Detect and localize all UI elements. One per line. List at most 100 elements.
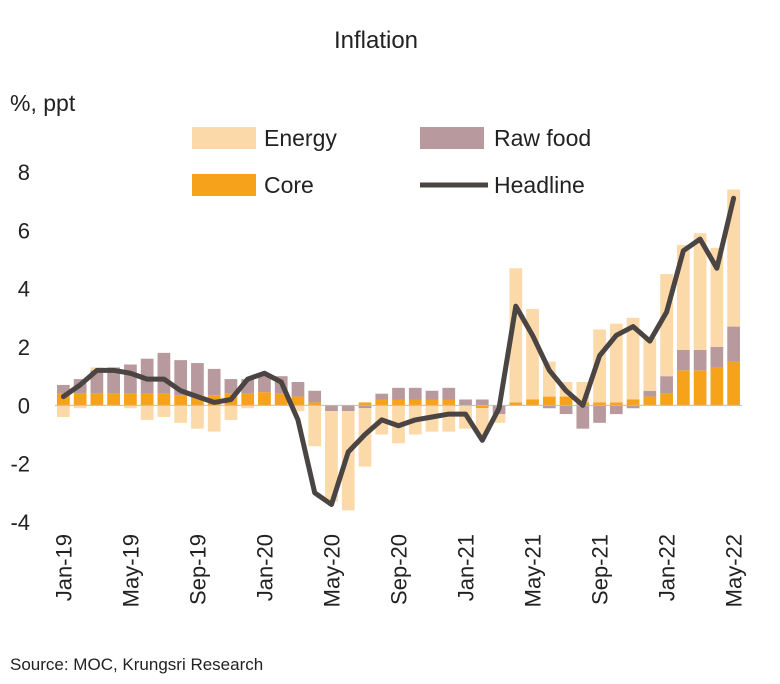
bar-energy-apr-22: [710, 247, 724, 347]
bar-core-mar-22: [693, 370, 707, 406]
bar-raw-food-jul-19: [157, 352, 171, 394]
bar-core-sep-21: [593, 402, 606, 406]
bar-core-aug-20: [375, 399, 389, 406]
bar-raw-food-nov-20: [425, 390, 439, 400]
y-tick-label: 0: [18, 393, 30, 418]
x-tick-label: Sep-21: [588, 534, 613, 605]
bar-energy-nov-19: [224, 405, 238, 420]
bar-core-feb-19: [73, 393, 87, 406]
bar-core-feb-22: [676, 370, 690, 406]
x-axis: Jan-19 May-19 Sep-19 Jan-20 May-20 Sep-20 Jan-…: [51, 534, 746, 607]
bar-core-may-19: [124, 393, 137, 406]
bar-core-dec-19: [241, 393, 255, 406]
legend-label-energy: Energy: [264, 125, 337, 151]
bar-core-jan-19: [57, 393, 70, 406]
bar-energy-dec-21: [643, 338, 657, 391]
bar-energy-jul-19: [157, 405, 171, 417]
bar-core-jul-20: [358, 402, 372, 406]
bar-energy-may-20: [325, 411, 338, 502]
bar-raw-food-feb-22: [676, 349, 690, 371]
bar-core-dec-20: [442, 399, 456, 406]
bar-core-feb-21: [475, 405, 489, 409]
bar-raw-food-jun-21: [542, 405, 556, 409]
bar-core-jan-20: [258, 392, 271, 406]
bar-raw-food-nov-21: [626, 405, 640, 409]
legend-swatch-core: [192, 174, 256, 196]
bar-energy-sep-21: [593, 329, 606, 403]
bar-raw-food-feb-21: [475, 399, 489, 406]
y-axis-unit-label: %, ppt: [10, 90, 76, 116]
bar-energy-apr-21: [509, 268, 523, 403]
bar-core-mar-20: [291, 396, 305, 406]
bar-raw-food-aug-21: [576, 405, 590, 429]
y-tick-label: -2: [10, 452, 30, 477]
y-tick-label: 4: [18, 277, 30, 302]
bar-energy-oct-21: [609, 323, 623, 403]
bars: [57, 189, 740, 511]
bar-raw-food-mar-22: [693, 349, 707, 371]
bar-raw-food-may-19: [124, 364, 137, 394]
bar-raw-food-apr-19: [107, 367, 121, 394]
bar-raw-food-jun-19: [140, 358, 154, 394]
bar-raw-food-may-22: [727, 326, 740, 362]
bar-core-oct-21: [609, 402, 623, 406]
bar-raw-food-mar-20: [291, 382, 305, 397]
y-axis: -4 -2 0 2 4 6 8: [10, 160, 30, 535]
bar-core-jun-21: [542, 396, 556, 406]
chart-title: Inflation: [334, 27, 418, 54]
bar-energy-jun-19: [140, 405, 154, 420]
bar-core-feb-20: [274, 393, 288, 406]
y-tick-label: 2: [18, 335, 30, 360]
bar-core-oct-20: [408, 399, 422, 406]
bar-core-sep-20: [392, 399, 405, 406]
bar-core-jul-21: [559, 396, 573, 406]
x-tick-label: Jan-22: [655, 534, 680, 601]
bar-raw-food-jun-20: [341, 405, 355, 412]
headline-line-layer: [60, 195, 737, 507]
bar-core-may-22: [727, 361, 740, 406]
bar-energy-dec-20: [442, 405, 456, 432]
bar-energy-may-22: [727, 189, 740, 327]
bar-raw-food-oct-21: [609, 405, 623, 415]
bar-core-apr-21: [509, 402, 523, 406]
bar-raw-food-apr-22: [710, 347, 724, 368]
bar-core-sep-19: [191, 395, 204, 406]
bar-raw-food-may-20: [325, 405, 338, 412]
legend-swatch-energy: [192, 127, 256, 149]
bar-energy-feb-21: [475, 408, 489, 435]
bar-raw-food-dec-20: [442, 387, 456, 400]
bar-energy-dec-19: [241, 405, 255, 409]
y-tick-label: -4: [10, 510, 30, 535]
bar-raw-food-nov-19: [224, 379, 238, 394]
bar-raw-food-jan-21: [459, 399, 472, 406]
bar-energy-mar-20: [291, 405, 305, 412]
bar-raw-food-jul-21: [559, 405, 573, 415]
bar-energy-jan-19: [57, 405, 70, 417]
x-tick-label: Jan-20: [252, 534, 277, 601]
bar-energy-aug-19: [174, 405, 188, 423]
bar-core-apr-19: [107, 393, 121, 406]
bar-energy-oct-19: [207, 405, 221, 432]
bar-raw-food-sep-21: [593, 405, 606, 423]
bar-core-dec-21: [643, 396, 657, 406]
bar-raw-food-jan-19: [57, 384, 70, 394]
bar-core-nov-21: [626, 399, 640, 406]
bar-energy-sep-19: [191, 405, 204, 429]
bar-raw-food-apr-20: [308, 390, 322, 403]
y-tick-label: 6: [18, 218, 30, 243]
bar-core-mar-19: [90, 393, 104, 406]
bar-core-aug-19: [174, 395, 188, 406]
legend-label-raw-food: Raw food: [494, 125, 591, 151]
x-tick-label: May-19: [118, 534, 143, 607]
bar-core-apr-22: [710, 367, 724, 406]
bar-energy-feb-19: [73, 405, 87, 409]
bar-energy-nov-21: [626, 317, 640, 400]
legend-label-headline: Headline: [494, 172, 585, 198]
series-line-headline: [60, 195, 737, 507]
bar-core-jun-19: [140, 393, 154, 406]
bar-raw-food-oct-20: [408, 387, 422, 400]
bar-core-jul-19: [157, 393, 171, 406]
bar-raw-food-aug-20: [375, 393, 389, 400]
bar-energy-mar-22: [693, 233, 707, 350]
y-tick-label: 8: [18, 160, 30, 185]
